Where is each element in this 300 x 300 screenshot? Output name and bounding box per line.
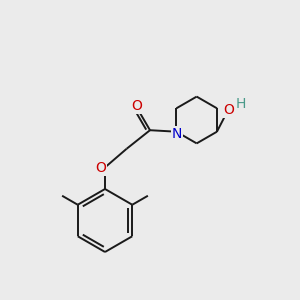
- Text: O: O: [95, 161, 106, 175]
- Text: H: H: [236, 97, 246, 111]
- Text: N: N: [172, 127, 182, 141]
- Text: O: O: [131, 99, 142, 113]
- Text: O: O: [223, 103, 234, 117]
